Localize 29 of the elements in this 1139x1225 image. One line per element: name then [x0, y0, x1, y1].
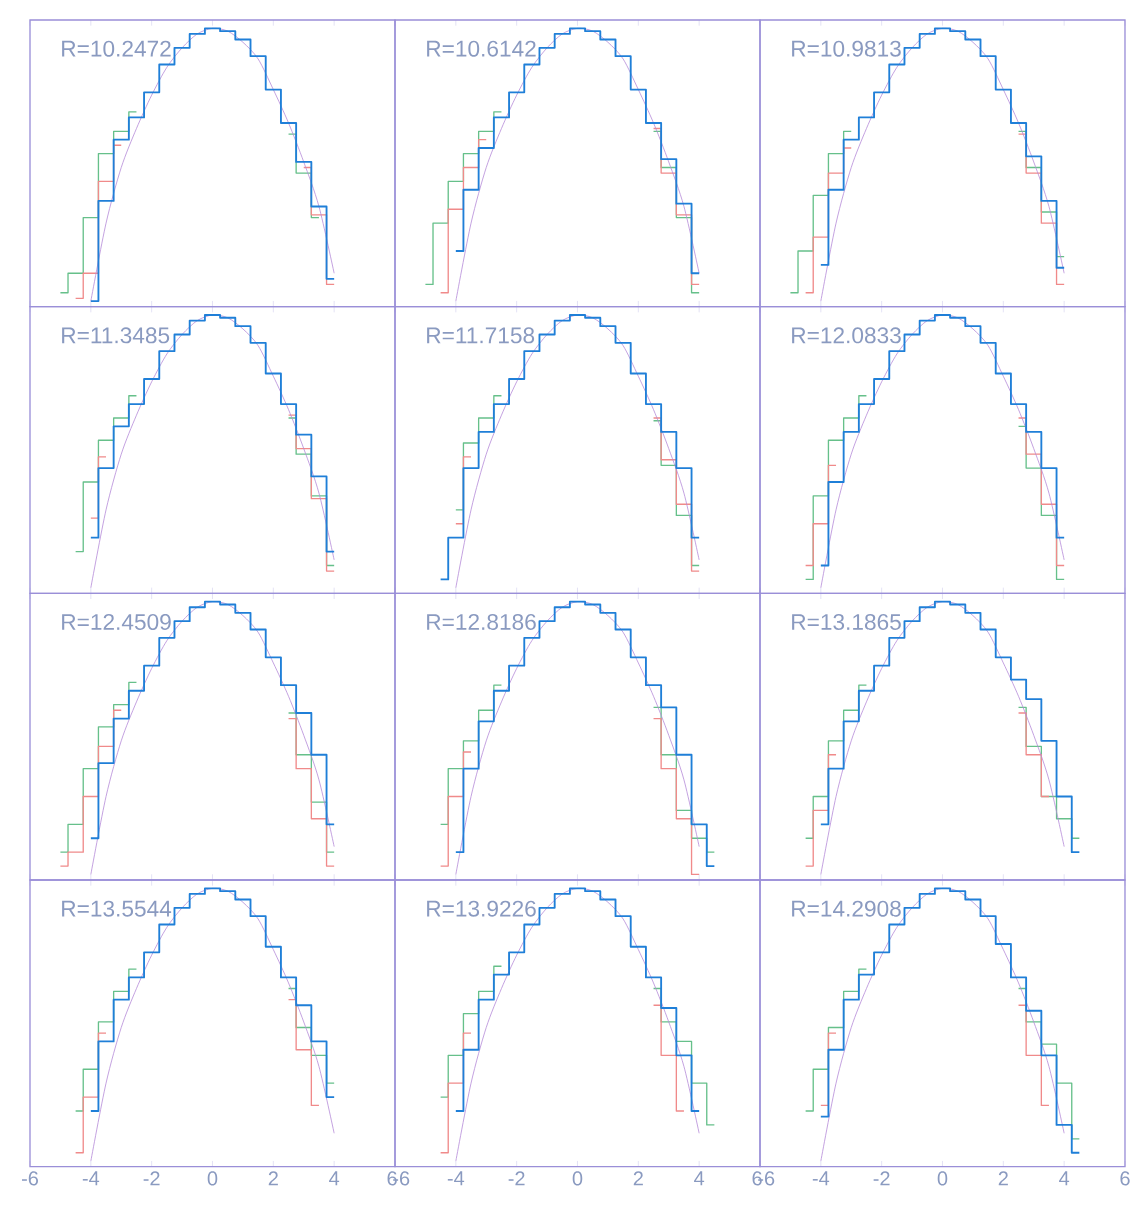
x-tick-label: 2 — [633, 1171, 643, 1186]
x-tick-label: 4 — [694, 1171, 705, 1186]
annotation: R=11.3485 — [62, 327, 170, 344]
annotation: R=14.2908 — [792, 900, 901, 917]
x-tick-label: 4 — [329, 1171, 340, 1186]
x-tick-label: -4 — [812, 1171, 830, 1186]
x-tick-label: 2 — [268, 1171, 278, 1186]
x-tick-label: -4 — [447, 1171, 465, 1186]
x-tick-label: -2 — [143, 1171, 160, 1186]
x-tick-label: -4 — [82, 1171, 100, 1186]
annotation: R=13.1865 — [792, 613, 901, 631]
annotation: R=10.6142 — [427, 40, 536, 57]
x-tick-label: 0 — [937, 1171, 948, 1186]
x-tick-label: 4 — [1059, 1171, 1070, 1186]
x-tick-label: 2 — [998, 1171, 1008, 1186]
x-tick-label: 0 — [572, 1171, 583, 1186]
x-tick-label: 6 — [1120, 1171, 1130, 1186]
x-tick-label: -2 — [873, 1171, 890, 1186]
annotation: R=13.9226 — [427, 900, 536, 917]
x-tick-label: -6 — [21, 1171, 39, 1186]
annotation: R=11.7158 — [427, 327, 535, 344]
annotation: R=10.9813 — [792, 40, 901, 57]
annotation: R=12.0833 — [792, 327, 901, 344]
x-tick-label: -2 — [508, 1171, 525, 1186]
x-tick-label: 0 — [207, 1171, 218, 1186]
annotation: R=10.2472 — [62, 40, 171, 57]
annotation: R=12.4509 — [62, 613, 171, 631]
annotation: R=13.5544 — [62, 900, 172, 917]
annotation: R=12.8186 — [427, 613, 536, 631]
